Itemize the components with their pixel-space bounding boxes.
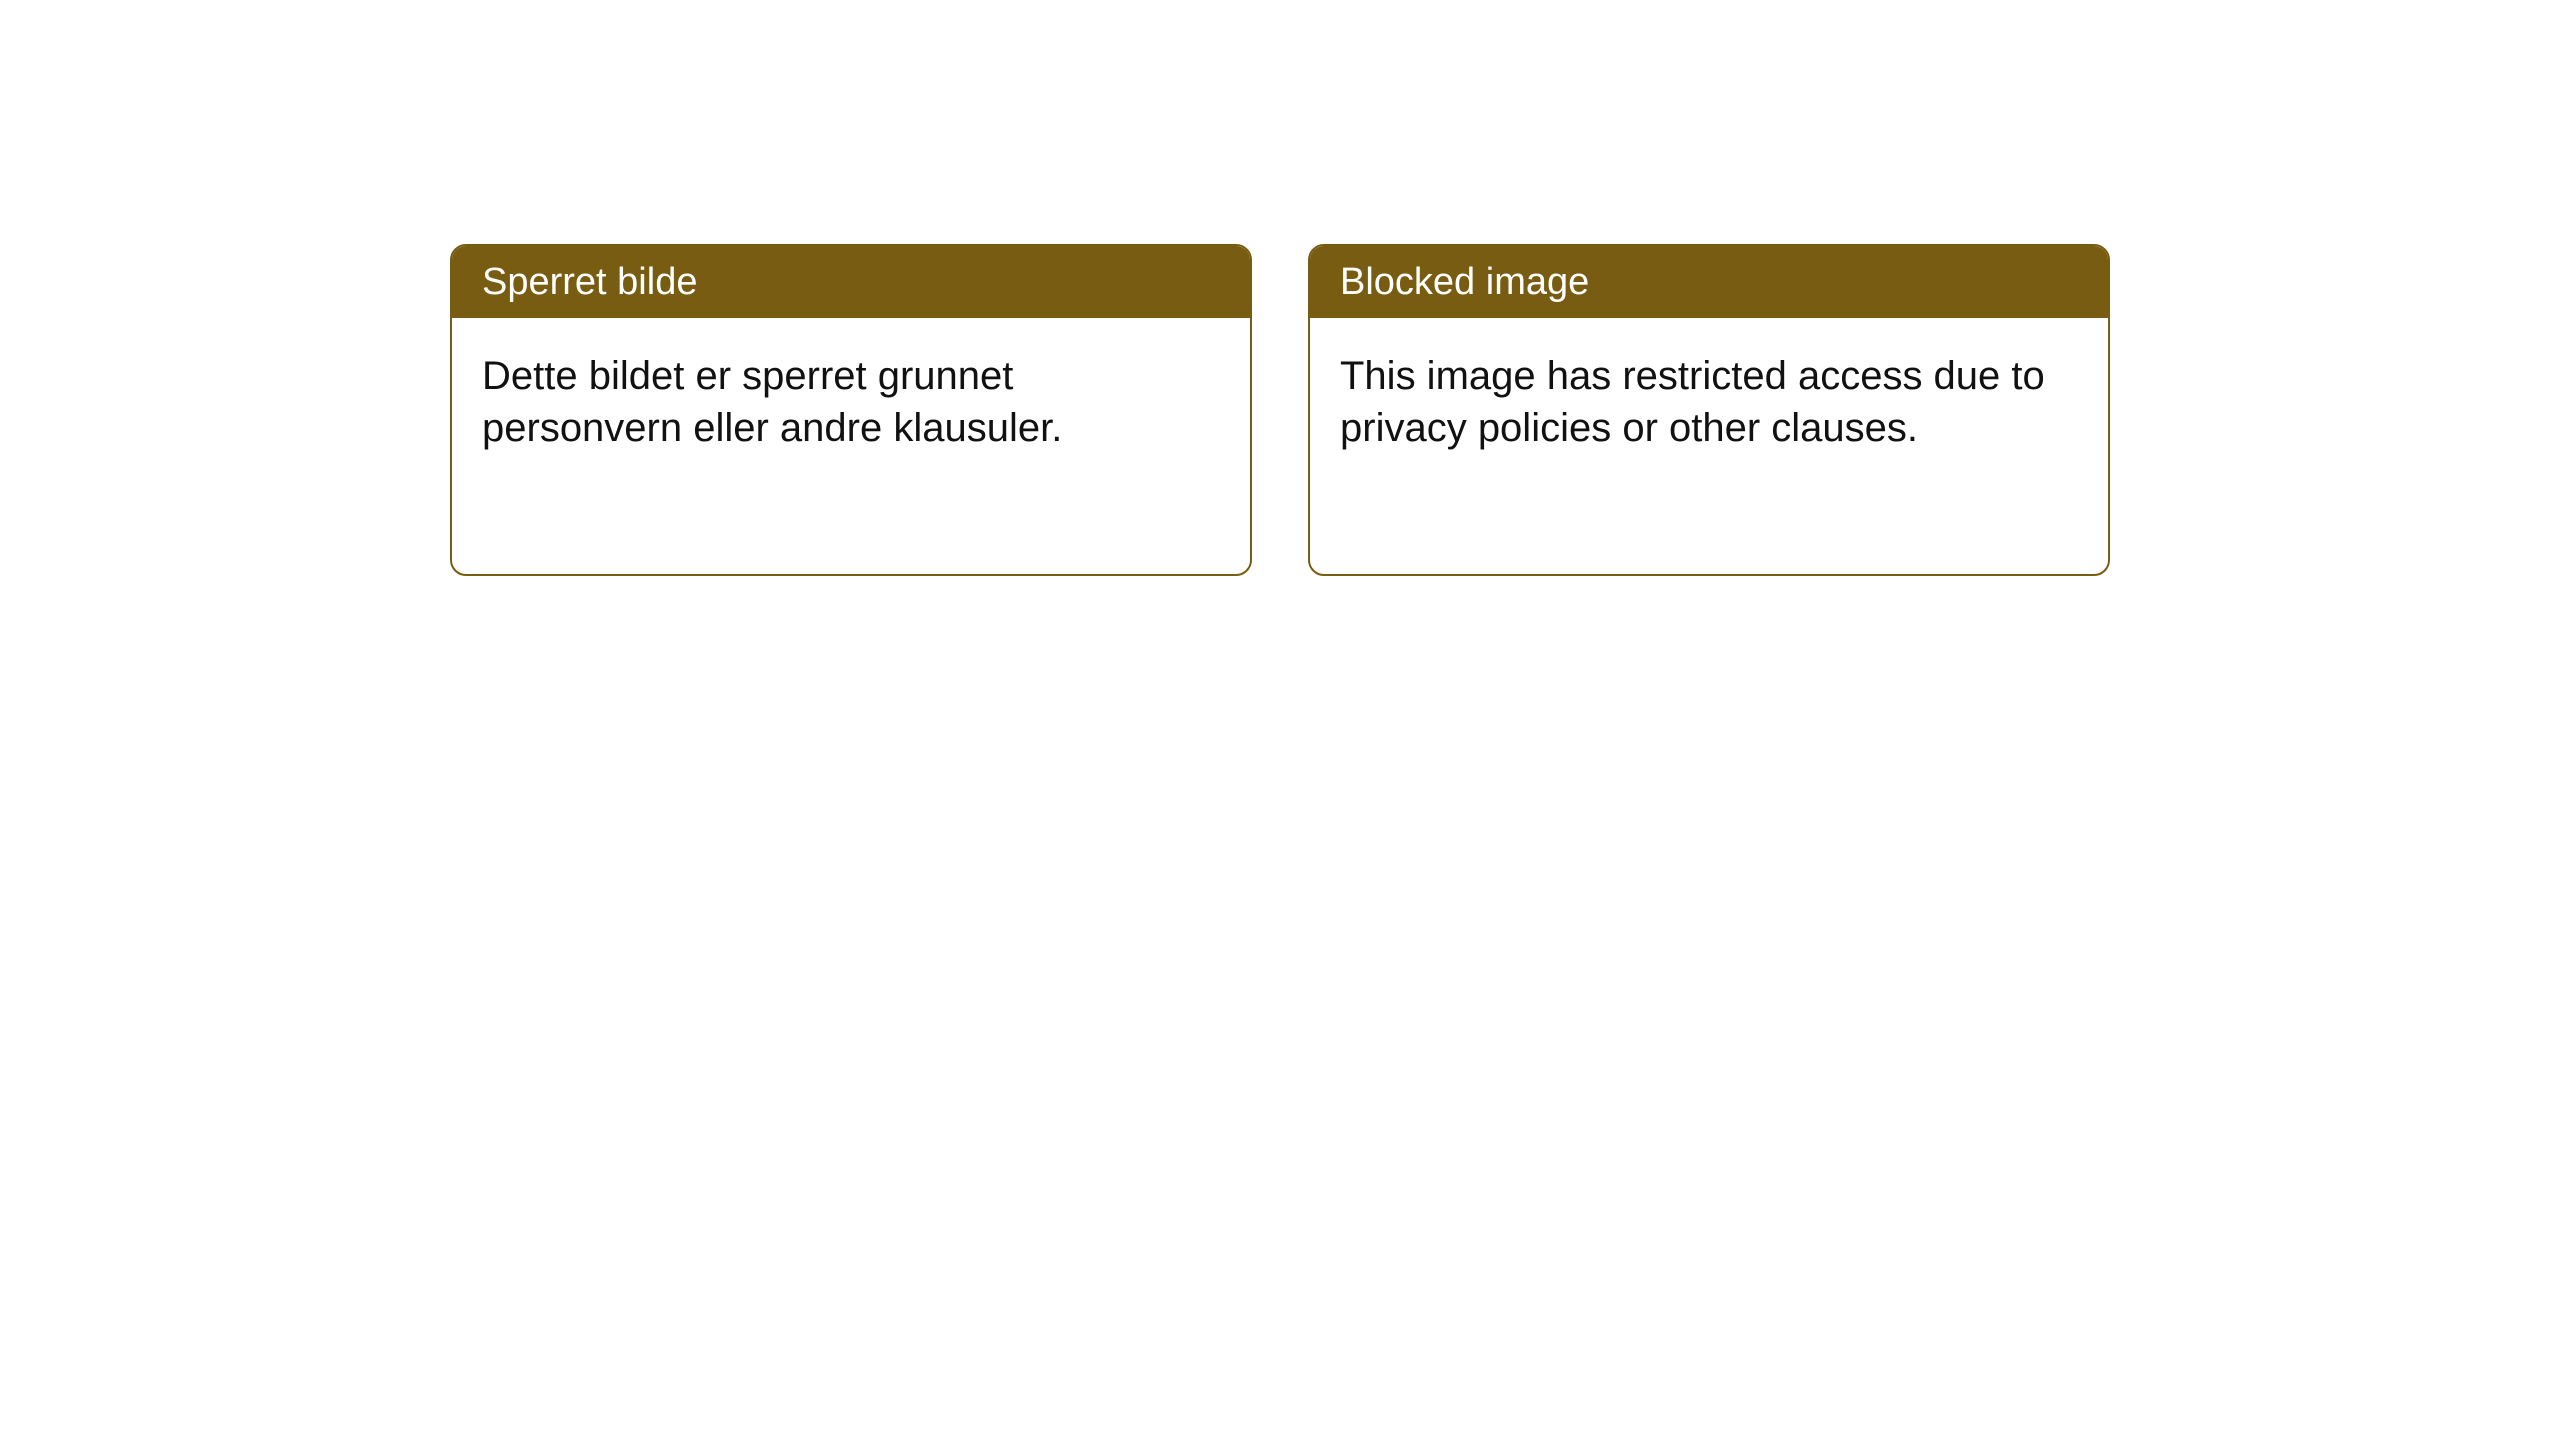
notice-header: Sperret bilde — [452, 246, 1250, 318]
notice-body: Dette bildet er sperret grunnet personve… — [452, 318, 1250, 484]
notice-body: This image has restricted access due to … — [1310, 318, 2108, 484]
notice-card-norwegian: Sperret bilde Dette bildet er sperret gr… — [450, 244, 1252, 576]
notice-header: Blocked image — [1310, 246, 2108, 318]
notice-card-english: Blocked image This image has restricted … — [1308, 244, 2110, 576]
notice-container: Sperret bilde Dette bildet er sperret gr… — [450, 244, 2110, 576]
